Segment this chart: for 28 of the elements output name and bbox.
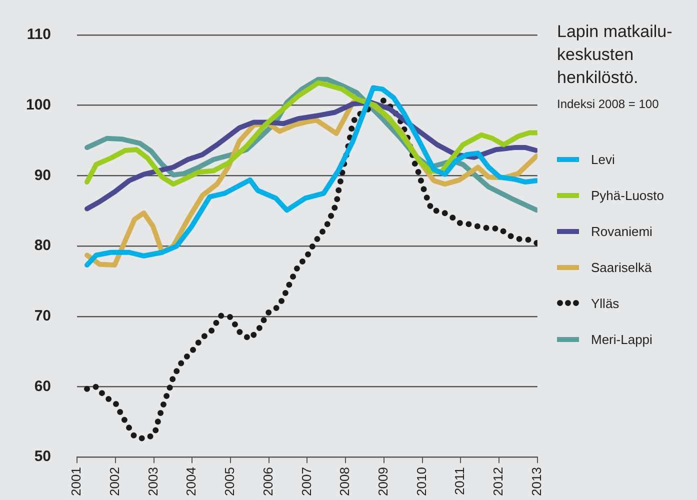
legend-label: Levi	[591, 152, 615, 166]
x-tick-label: 2007	[298, 467, 314, 496]
x-tick-label: 2009	[376, 467, 391, 496]
x-tick-label: 2008	[337, 467, 352, 496]
x-tick-label: 2006	[260, 467, 276, 496]
x-tick-label: 2012	[490, 467, 506, 496]
y-tick-label: 80	[34, 237, 52, 254]
x-tick-label: 2001	[68, 467, 84, 496]
legend-label: Rovaniemi	[591, 224, 652, 238]
y-tick-label: 70	[34, 308, 52, 325]
text: Lapin matkailu-keskusten henkilöstö.	[557, 21, 674, 89]
legend-label: Meri-Lappi	[591, 332, 652, 346]
x-tick-label: 2013	[528, 467, 544, 496]
x-tick-label: 2004	[184, 467, 199, 496]
x-tick-label: 2005	[222, 467, 238, 496]
y-tick-label: 90	[34, 166, 52, 184]
y-tick-label: 50	[34, 448, 52, 466]
x-tick-label: 2003	[145, 467, 160, 496]
legend-label: Pyhä-Luosto	[591, 188, 664, 202]
legend-label: Ylläs	[591, 296, 620, 310]
text: Indeksi 2008 = 100	[557, 97, 660, 111]
x-tick-label: 2011	[452, 467, 468, 496]
y-tick-label: 60	[34, 378, 52, 395]
y-tick-label: 110	[26, 26, 52, 44]
x-tick-label: 2002	[106, 467, 122, 496]
x-tick-label: 2010	[414, 467, 429, 496]
y-tick-label: 100	[26, 96, 52, 114]
legend-label: Saariselkä	[591, 260, 652, 274]
